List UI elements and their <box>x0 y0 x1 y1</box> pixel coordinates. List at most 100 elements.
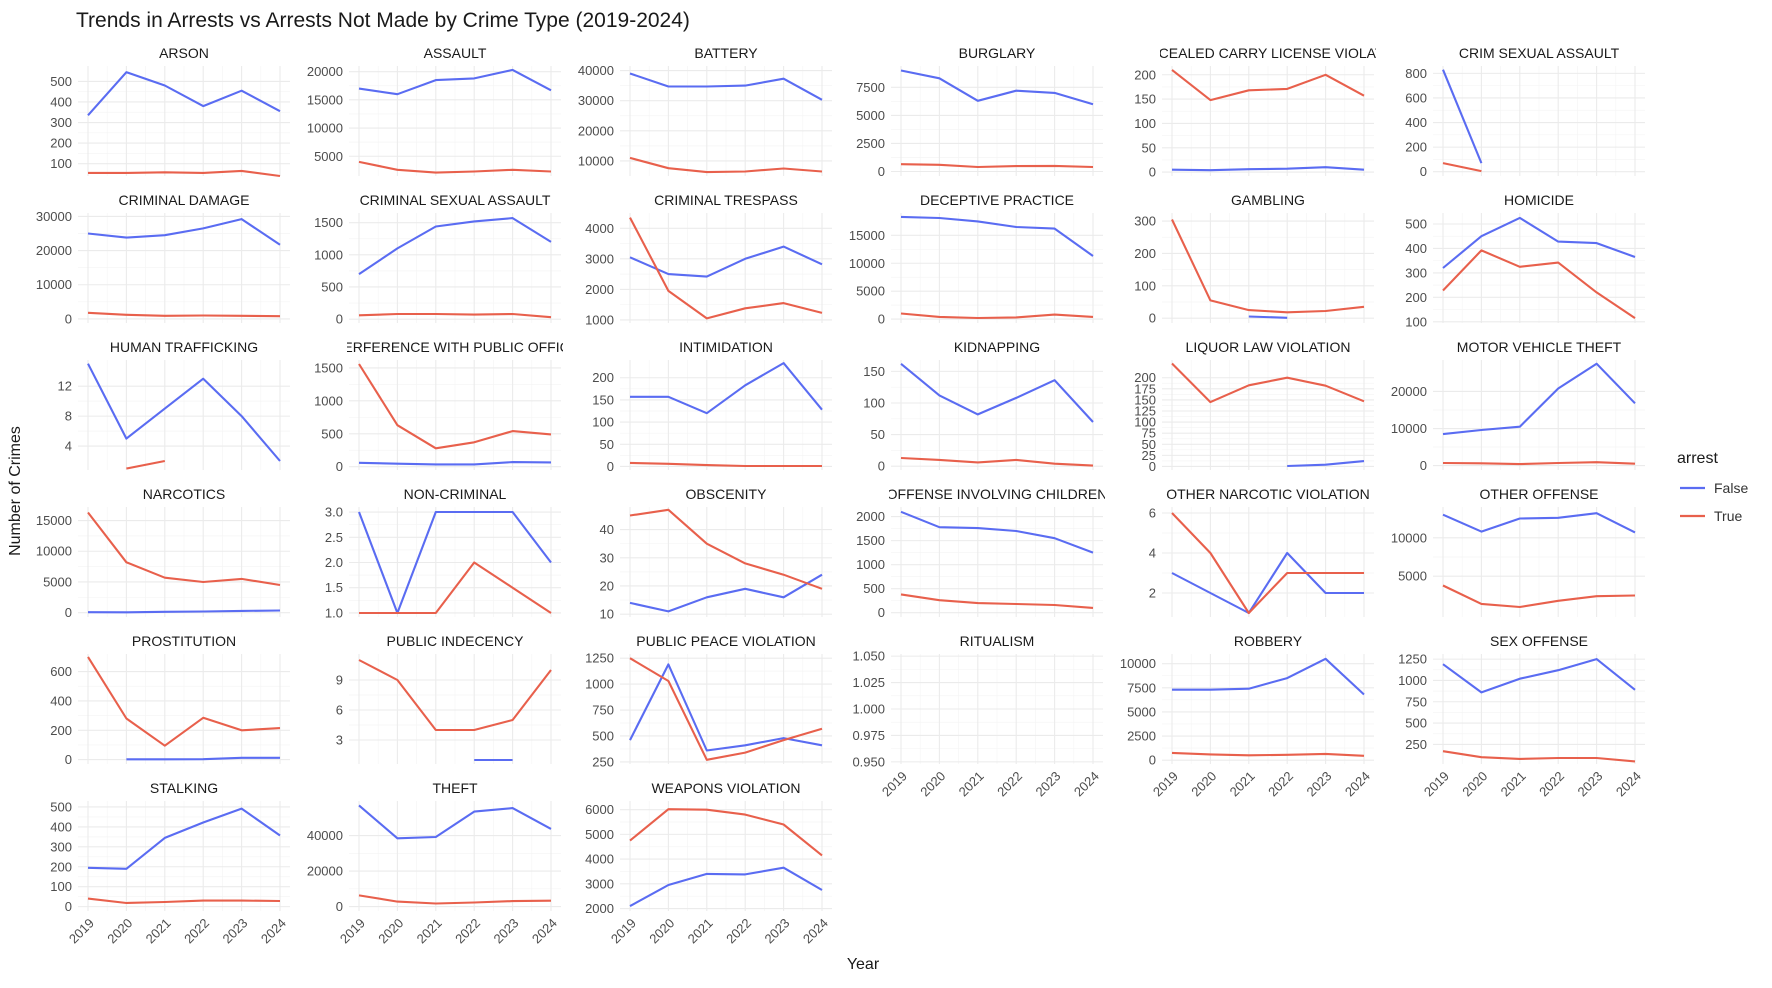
panel-title: THEFT <box>432 780 478 796</box>
series-line-true <box>1171 69 1365 102</box>
series-line-false <box>87 807 281 870</box>
y-tick-label: 300 <box>1405 265 1427 280</box>
panel-title: DECEPTIVE PRACTICE <box>920 192 1074 208</box>
x-tick-label: 2023 <box>1032 768 1063 799</box>
series-line-true <box>126 459 166 470</box>
y-tick-label: 50 <box>871 427 885 442</box>
panel-public-peace-violation: PUBLIC PEACE VIOLATION 250 500 750 1000 1250 <box>585 633 832 769</box>
y-tick-label: 2500 <box>1127 729 1156 744</box>
y-tick-label: 4 <box>65 439 72 454</box>
x-tick-label: 2021 <box>1498 768 1529 799</box>
panel-public-indecency: PUBLIC INDECENCY 3 6 9 <box>336 633 561 764</box>
y-tick-label: 5000 <box>585 827 614 842</box>
series-line-true <box>900 456 1094 467</box>
y-tick-label: 40000 <box>307 828 343 843</box>
y-tick-label: 800 <box>1405 66 1427 81</box>
series-line-true <box>629 657 823 761</box>
y-tick-label: 2000 <box>585 282 614 297</box>
panel-title: RITUALISM <box>960 633 1035 649</box>
series-line-true <box>358 659 552 732</box>
y-tick-label: 7500 <box>1127 680 1156 695</box>
series-line-true <box>1442 584 1636 609</box>
y-tick-label: 400 <box>1405 241 1427 256</box>
y-tick-label: 100 <box>863 395 885 410</box>
panel-other-offense: OTHER OFFENSE 5000 10000 <box>1391 486 1645 617</box>
series-line-false <box>87 71 281 116</box>
series-line-false <box>1442 512 1636 534</box>
series-line-false <box>358 804 552 840</box>
series-line-true <box>629 808 823 857</box>
x-tick-label: 2023 <box>761 915 792 946</box>
y-tick-label: 400 <box>50 693 72 708</box>
panel-title: ASSAULT <box>424 45 487 61</box>
y-tick-label: 250 <box>1405 737 1427 752</box>
y-tick-label: 30000 <box>578 93 614 108</box>
x-tick-label: 2024 <box>1613 768 1644 799</box>
y-tick-label: 0 <box>1420 164 1427 179</box>
panel-motor-vehicle-theft: MOTOR VEHICLE THEFT 0 10000 20000 <box>1391 339 1645 473</box>
y-tick-label: 0.950 <box>852 754 885 769</box>
x-tick-label: 2022 <box>994 768 1025 799</box>
y-tick-label: 5000 <box>856 284 885 299</box>
panel-title: ROBBERY <box>1234 633 1303 649</box>
x-tick-label: 2022 <box>181 915 212 946</box>
y-tick-label: 500 <box>50 74 72 89</box>
series-line-false <box>629 573 823 613</box>
y-tick-label: 2000 <box>585 901 614 916</box>
y-tick-label: 0 <box>878 164 885 179</box>
series-line-true <box>87 656 281 747</box>
y-tick-label: 2500 <box>856 136 885 151</box>
x-tick-label: 2022 <box>723 915 754 946</box>
y-tick-label: 2.5 <box>325 530 343 545</box>
y-tick-label: 200 <box>1134 246 1156 261</box>
y-tick-label: 20000 <box>578 123 614 138</box>
y-tick-label: 10000 <box>36 277 72 292</box>
y-tick-label: 200 <box>50 723 72 738</box>
x-tick-label: 2020 <box>1459 768 1490 799</box>
y-tick-label: 300 <box>50 115 72 130</box>
y-tick-label: 200 <box>1405 290 1427 305</box>
y-tick-label: 100 <box>50 879 72 894</box>
x-tick-label: 2019 <box>337 915 368 946</box>
y-tick-label: 200 <box>1134 370 1156 385</box>
y-tick-label: 7500 <box>856 80 885 95</box>
y-tick-label: 500 <box>592 728 614 743</box>
series-line-true <box>900 593 1094 609</box>
panel-gambling: GAMBLING 0 100 200 300 <box>1134 192 1374 326</box>
y-tick-label: 15000 <box>849 228 885 243</box>
x-tick-label: 2021 <box>143 915 174 946</box>
panel-criminal-damage: CRIMINAL DAMAGE 0 10000 20000 30000 <box>36 192 290 326</box>
y-tick-label: 0.975 <box>852 728 885 743</box>
y-tick-label: 40000 <box>578 63 614 78</box>
y-tick-label: 1000 <box>1398 673 1427 688</box>
y-tick-label: 400 <box>50 94 72 109</box>
y-tick-label: 3000 <box>585 876 614 891</box>
series-line-false <box>1171 166 1365 172</box>
x-tick-label: 2024 <box>1342 768 1373 799</box>
y-tick-label: 1.025 <box>852 675 885 690</box>
panel-human-trafficking: HUMAN TRAFFICKING 4 8 12 <box>58 339 290 470</box>
panel-title: KIDNAPPING <box>954 339 1040 355</box>
y-tick-label: 5000 <box>856 108 885 123</box>
series-line-false <box>358 217 552 275</box>
panel-narcotics: NARCOTICS 0 5000 10000 15000 <box>36 486 290 620</box>
series-line-false <box>629 866 823 908</box>
panel-title: PUBLIC PEACE VIOLATION <box>636 633 815 649</box>
panel-title: NON-CRIMINAL <box>404 486 507 502</box>
panel-title: WEAPONS VIOLATION <box>651 780 800 796</box>
panel-title: CRIMINAL SEXUAL ASSAULT <box>360 192 551 208</box>
series-line-true <box>87 511 281 587</box>
x-tick-label: 2022 <box>452 915 483 946</box>
panel-title: MOTOR VEHICLE THEFT <box>1457 339 1622 355</box>
x-tick-label: 2022 <box>1536 768 1567 799</box>
panel-title: OBSCENITY <box>686 486 768 502</box>
y-tick-label: 1.000 <box>852 702 885 717</box>
y-tick-label: 500 <box>321 279 343 294</box>
y-tick-label: 10000 <box>1391 530 1427 545</box>
y-tick-label: 0 <box>1149 311 1156 326</box>
panel-title: LIQUOR LAW VIOLATION <box>1186 339 1351 355</box>
y-tick-label: 1500 <box>314 360 343 375</box>
y-tick-label: 0 <box>65 752 72 767</box>
facet-panels: ARSON100200300400500ASSAULT5000100001500… <box>36 45 1645 946</box>
x-axis-label: Year <box>847 956 880 973</box>
